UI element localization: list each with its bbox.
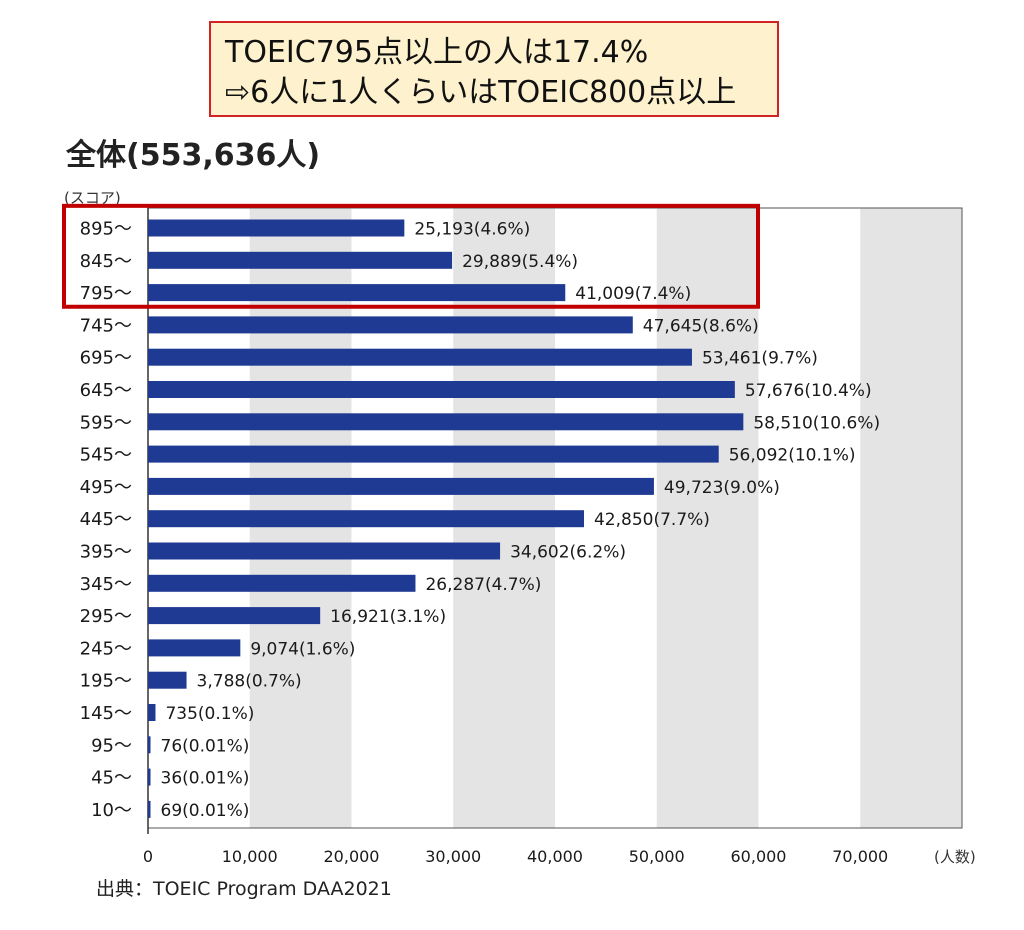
- bar: [148, 800, 151, 818]
- x-tick-label: 40,000: [527, 847, 583, 866]
- bar: [148, 413, 744, 431]
- data-label: 29,889(5.4%): [462, 252, 578, 272]
- data-label: 47,645(8.6%): [643, 316, 759, 336]
- highlight-frame: [62, 203, 760, 309]
- data-label: 26,287(4.7%): [425, 575, 541, 595]
- bar: [148, 251, 453, 269]
- y-tick-label: 95〜: [91, 735, 132, 756]
- bar: [148, 284, 566, 302]
- y-tick-label: 595〜: [80, 412, 132, 433]
- data-label: 53,461(9.7%): [702, 349, 818, 369]
- y-tick-label: 10〜: [91, 800, 132, 821]
- bar: [148, 510, 584, 528]
- bar: [148, 607, 321, 625]
- y-axis-label: (スコア): [64, 189, 121, 207]
- x-tick-label: 30,000: [425, 847, 481, 866]
- x-axis-tick-labels: 0 10,000 20,000 30,000 40,000 50,000 60,000 70,…: [143, 847, 888, 866]
- y-tick-label: 145〜: [80, 703, 132, 724]
- bar: [148, 445, 719, 463]
- x-axis-label: (人数): [934, 848, 976, 866]
- callout-line-1: TOEIC795点以上の人は17.4%: [225, 35, 649, 70]
- bar: [148, 671, 187, 689]
- data-label: 9,074(1.6%): [250, 639, 355, 659]
- bar: [148, 639, 241, 657]
- y-tick-label: 745〜: [80, 315, 132, 336]
- y-tick-label: 395〜: [80, 542, 132, 563]
- source-note: 出典：TOEIC Program DAA2021: [96, 878, 392, 900]
- data-label: 25,193(4.6%): [414, 220, 530, 240]
- x-tick-label: 20,000: [324, 847, 380, 866]
- bar-data-labels: 25,193(4.6%) 29,889(5.4%) 41,009(7.4%) 47,6…: [161, 220, 881, 821]
- grid-band: [656, 208, 759, 828]
- data-label: 42,850(7.7%): [594, 510, 710, 530]
- y-tick-label: 695〜: [80, 348, 132, 369]
- y-axis-tick-labels: 895〜 845〜 795〜 745〜 695〜 645〜 595〜 545〜 495〜 445〜…: [80, 219, 132, 821]
- y-tick-label: 295〜: [80, 606, 132, 627]
- y-tick-label: 795〜: [80, 283, 132, 304]
- bar: [148, 381, 735, 398]
- y-tick-label: 45〜: [91, 768, 132, 789]
- data-label: 58,510(10.6%): [753, 413, 880, 433]
- data-label: 41,009(7.4%): [575, 284, 691, 304]
- bar: [148, 574, 416, 592]
- bar: [148, 477, 654, 495]
- bar: [148, 704, 156, 721]
- data-label: 57,676(10.4%): [745, 381, 872, 401]
- data-label: 49,723(9.0%): [664, 478, 780, 498]
- grid-band: [860, 208, 962, 828]
- highlight-box: [62, 203, 760, 309]
- bar: [148, 736, 151, 754]
- bar: [148, 316, 633, 334]
- data-label: 69(0.01%): [161, 801, 250, 821]
- y-tick-label: 895〜: [80, 219, 132, 240]
- data-label: 56,092(10.1%): [729, 446, 856, 466]
- bar: [148, 219, 405, 237]
- callout-line-2: ⇨6人に1人くらいはTOEIC800点以上: [225, 75, 737, 110]
- data-label: 36(0.01%): [161, 769, 250, 789]
- x-tick-label: 0: [143, 847, 153, 866]
- y-tick-label: 495〜: [80, 477, 132, 498]
- y-tick-label: 195〜: [80, 671, 132, 692]
- bar-series: [148, 219, 744, 818]
- bar: [148, 348, 692, 366]
- data-label: 3,788(0.7%): [197, 672, 302, 692]
- x-tick-label: 10,000: [222, 847, 278, 866]
- bar: [148, 542, 501, 560]
- y-tick-label: 645〜: [80, 380, 132, 401]
- chart-title: 全体(553,636人): [66, 138, 321, 173]
- x-tick-label: 70,000: [832, 847, 888, 866]
- y-tick-label: 545〜: [80, 445, 132, 466]
- y-tick-label: 845〜: [80, 251, 132, 272]
- y-tick-label: 245〜: [80, 638, 132, 659]
- y-tick-label: 445〜: [80, 509, 132, 530]
- x-tick-label: 50,000: [629, 847, 685, 866]
- data-label: 735(0.1%): [165, 704, 254, 724]
- data-label: 34,602(6.2%): [510, 543, 626, 563]
- y-tick-label: 345〜: [80, 574, 132, 595]
- data-label: 16,921(3.1%): [330, 607, 446, 627]
- summary-callout: TOEIC795点以上の人は17.4% ⇨6人に1人くらいはTOEIC800点以…: [209, 21, 779, 117]
- bar: [148, 768, 151, 786]
- data-label: 76(0.01%): [161, 736, 250, 756]
- x-tick-label: 60,000: [731, 847, 787, 866]
